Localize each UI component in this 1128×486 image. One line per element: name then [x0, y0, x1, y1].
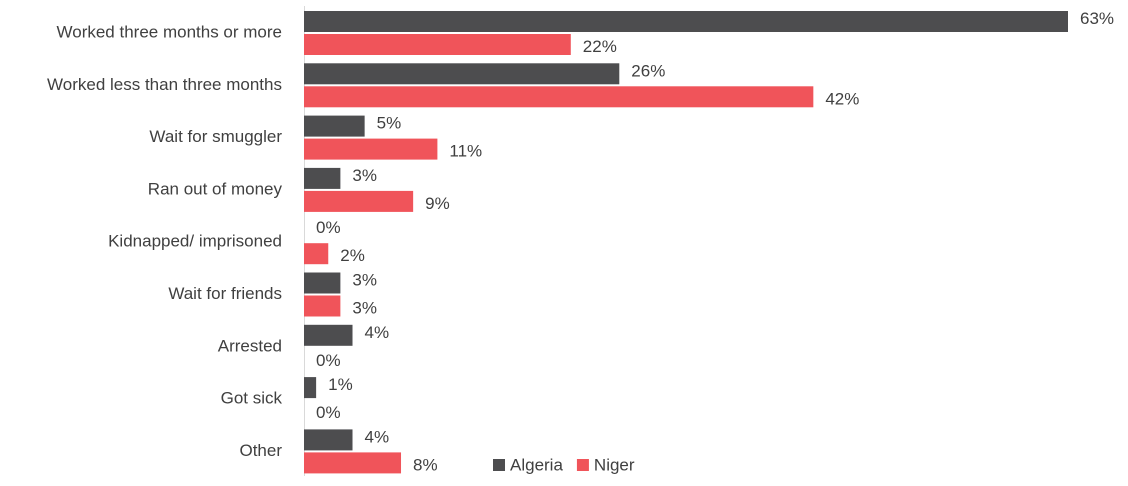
data-label: 5% — [377, 114, 402, 133]
data-label: 42% — [825, 89, 859, 108]
data-label: 3% — [352, 270, 377, 289]
legend-swatch — [493, 459, 505, 471]
bar — [304, 115, 365, 137]
data-label: 4% — [365, 323, 390, 342]
bar — [304, 452, 402, 474]
category-label: Other — [239, 441, 282, 460]
data-label: 0% — [316, 403, 341, 422]
category-label: Wait for friends — [168, 284, 282, 303]
legend-label: Algeria — [510, 455, 563, 474]
data-label: 9% — [425, 194, 450, 213]
data-label: 8% — [413, 455, 438, 474]
bar — [304, 138, 438, 160]
bar — [304, 295, 341, 317]
bar — [304, 377, 317, 399]
data-label: 11% — [449, 142, 482, 161]
category-label: Kidnapped/ imprisoned — [108, 232, 282, 251]
bar — [304, 324, 353, 346]
bar — [304, 190, 414, 212]
category-label: Arrested — [218, 336, 282, 355]
data-label: 0% — [316, 351, 341, 370]
data-label: 3% — [352, 166, 377, 185]
data-label: 1% — [328, 375, 353, 394]
bar — [304, 243, 329, 265]
category-label: Got sick — [221, 389, 283, 408]
bar — [304, 86, 814, 108]
category-label: Worked less than three months — [47, 75, 282, 94]
legend-label: Niger — [594, 455, 635, 474]
legend-swatch — [576, 459, 589, 471]
data-label: 22% — [583, 37, 617, 56]
data-label: 2% — [340, 246, 365, 265]
data-label: 63% — [1080, 9, 1114, 28]
data-label: 3% — [352, 298, 377, 317]
bar — [304, 272, 341, 294]
bar — [304, 429, 353, 451]
data-label: 26% — [631, 61, 665, 80]
data-label: 4% — [365, 427, 390, 446]
bar — [304, 34, 571, 55]
bar — [304, 167, 341, 189]
data-label: 0% — [316, 218, 341, 237]
category-label: Ran out of money — [148, 179, 283, 198]
bar — [304, 63, 620, 85]
category-label: Wait for smuggler — [149, 127, 282, 146]
bar — [304, 11, 1068, 32]
category-label: Worked three months or more — [57, 22, 283, 41]
